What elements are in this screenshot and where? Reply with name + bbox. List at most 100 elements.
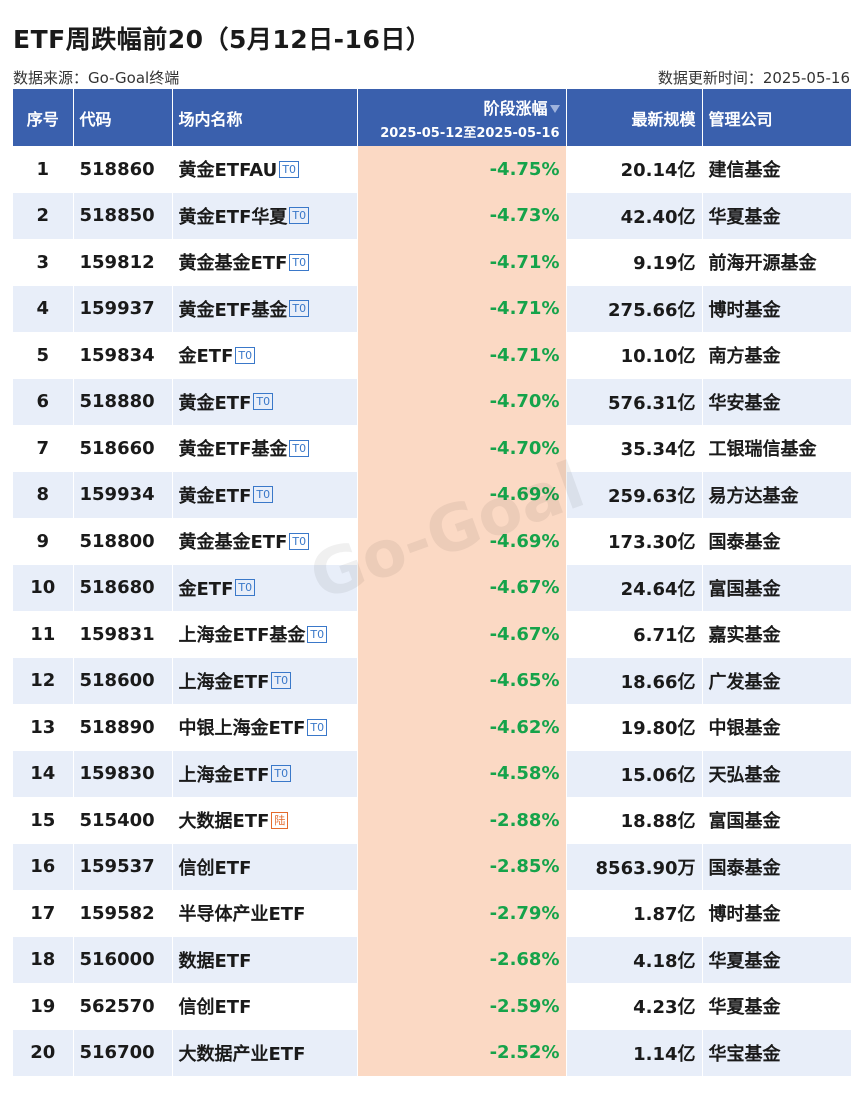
t0-badge: T0 xyxy=(235,579,256,597)
code-cell: 518890 xyxy=(73,704,173,751)
scale-cell: 8563.90万 xyxy=(566,843,703,890)
rank-cell: 6 xyxy=(13,378,74,425)
rank-cell: 10 xyxy=(13,564,74,611)
change-cell: -4.58% xyxy=(357,750,567,797)
code-cell: 562570 xyxy=(73,983,173,1030)
table-row[interactable]: 14 159830 上海金ETF T0 -4.58% 15.06亿 天弘基金 xyxy=(13,750,852,797)
code-cell: 159812 xyxy=(73,239,173,286)
etf-name: 黄金ETF基金 xyxy=(178,299,288,321)
company-cell: 华安基金 xyxy=(702,378,852,425)
scale-cell: 9.19亿 xyxy=(566,239,703,286)
company-cell: 华夏基金 xyxy=(702,936,852,983)
table-row[interactable]: 13 518890 中银上海金ETF T0 -4.62% 19.80亿 中银基金 xyxy=(13,704,852,751)
table-header-row: 序号 代码 场内名称 阶段涨幅 2025-05-12至2025-05-16 最新… xyxy=(13,89,852,146)
column-header-name[interactable]: 场内名称 xyxy=(172,89,358,146)
etf-name-cell: 金ETF T0 xyxy=(172,332,358,379)
scale-cell: 6.71亿 xyxy=(566,611,703,658)
t0-badge: T0 xyxy=(289,300,310,318)
column-header-scale[interactable]: 最新规模 xyxy=(566,89,703,146)
table-row[interactable]: 20 516700 大数据产业ETF -2.52% 1.14亿 华宝基金 xyxy=(13,1029,852,1076)
rank-cell: 11 xyxy=(13,611,74,658)
table-row[interactable]: 7 518660 黄金ETF基金 T0 -4.70% 35.34亿 工银瑞信基金 xyxy=(13,425,852,472)
company-cell: 中银基金 xyxy=(702,704,852,751)
t0-badge: T0 xyxy=(289,532,310,550)
etf-name: 上海金ETF基金 xyxy=(178,625,306,647)
column-header-change-label: 阶段涨幅 xyxy=(483,98,548,118)
table-row[interactable]: 15 515400 大数据ETF 陆 -2.88% 18.88亿 富国基金 xyxy=(13,797,852,844)
etf-name: 大数据产业ETF xyxy=(178,1043,306,1065)
etf-name-cell: 中银上海金ETF T0 xyxy=(172,704,358,751)
etf-name-cell: 黄金ETF T0 xyxy=(172,471,358,518)
company-cell: 国泰基金 xyxy=(702,843,852,890)
rank-cell: 4 xyxy=(13,285,74,332)
t0-badge: T0 xyxy=(271,672,292,690)
table-row[interactable]: 10 518680 金ETF T0 -4.67% 24.64亿 富国基金 xyxy=(13,564,852,611)
table-row[interactable]: 6 518880 黄金ETF T0 -4.70% 576.31亿 华安基金 xyxy=(13,378,852,425)
change-cell: -2.85% xyxy=(357,843,567,890)
t0-badge: T0 xyxy=(307,625,328,643)
etf-name: 黄金ETF华夏 xyxy=(178,206,288,228)
table-row[interactable]: 3 159812 黄金基金ETF T0 -4.71% 9.19亿 前海开源基金 xyxy=(13,239,852,286)
rank-cell: 8 xyxy=(13,471,74,518)
scale-cell: 1.14亿 xyxy=(566,1029,703,1076)
lu-badge: 陆 xyxy=(271,811,289,829)
etf-name-cell: 信创ETF xyxy=(172,843,358,890)
change-cell: -2.79% xyxy=(357,890,567,937)
table-row[interactable]: 12 518600 上海金ETF T0 -4.65% 18.66亿 广发基金 xyxy=(13,657,852,704)
scale-cell: 42.40亿 xyxy=(566,192,703,239)
column-header-change[interactable]: 阶段涨幅 2025-05-12至2025-05-16 xyxy=(357,89,567,146)
etf-name: 数据ETF xyxy=(178,950,252,972)
column-header-company[interactable]: 管理公司 xyxy=(702,89,852,146)
scale-cell: 1.87亿 xyxy=(566,890,703,937)
table-row[interactable]: 16 159537 信创ETF -2.85% 8563.90万 国泰基金 xyxy=(13,843,852,890)
t0-badge: T0 xyxy=(279,160,300,178)
etf-name: 半导体产业ETF xyxy=(178,904,306,926)
code-cell: 518660 xyxy=(73,425,173,472)
t0-badge: T0 xyxy=(271,765,292,783)
change-cell: -4.70% xyxy=(357,425,567,472)
code-cell: 516000 xyxy=(73,936,173,983)
scale-cell: 35.34亿 xyxy=(566,425,703,472)
table-row[interactable]: 1 518860 黄金ETFAU T0 -4.75% 20.14亿 建信基金 xyxy=(13,146,852,193)
etf-name: 黄金基金ETF xyxy=(178,253,288,275)
table-row[interactable]: 9 518800 黄金基金ETF T0 -4.69% 173.30亿 国泰基金 xyxy=(13,518,852,565)
table-row[interactable]: 4 159937 黄金ETF基金 T0 -4.71% 275.66亿 博时基金 xyxy=(13,285,852,332)
rank-cell: 20 xyxy=(13,1029,74,1076)
rank-cell: 17 xyxy=(13,890,74,937)
company-cell: 嘉实基金 xyxy=(702,611,852,658)
t0-badge: T0 xyxy=(307,718,328,736)
code-cell: 159834 xyxy=(73,332,173,379)
code-cell: 159830 xyxy=(73,750,173,797)
table-row[interactable]: 2 518850 黄金ETF华夏 T0 -4.73% 42.40亿 华夏基金 xyxy=(13,192,852,239)
etf-name-cell: 大数据产业ETF xyxy=(172,1029,358,1076)
etf-name: 中银上海金ETF xyxy=(178,718,306,740)
company-cell: 广发基金 xyxy=(702,657,852,704)
sort-desc-icon[interactable] xyxy=(549,105,560,113)
column-header-rank[interactable]: 序号 xyxy=(13,89,74,146)
scale-cell: 4.18亿 xyxy=(566,936,703,983)
scale-cell: 18.88亿 xyxy=(566,797,703,844)
scale-cell: 24.64亿 xyxy=(566,564,703,611)
change-cell: -4.69% xyxy=(357,518,567,565)
table-row[interactable]: 19 562570 信创ETF -2.59% 4.23亿 华夏基金 xyxy=(13,983,852,1030)
table-row[interactable]: 17 159582 半导体产业ETF -2.79% 1.87亿 博时基金 xyxy=(13,890,852,937)
etf-name-cell: 金ETF T0 xyxy=(172,564,358,611)
scale-cell: 15.06亿 xyxy=(566,750,703,797)
column-header-code[interactable]: 代码 xyxy=(73,89,173,146)
scale-cell: 4.23亿 xyxy=(566,983,703,1030)
table-row[interactable]: 11 159831 上海金ETF基金 T0 -4.67% 6.71亿 嘉实基金 xyxy=(13,611,852,658)
etf-table: 序号 代码 场内名称 阶段涨幅 2025-05-12至2025-05-16 最新… xyxy=(13,89,852,1076)
change-cell: -4.69% xyxy=(357,471,567,518)
change-cell: -4.73% xyxy=(357,192,567,239)
table-row[interactable]: 8 159934 黄金ETF T0 -4.69% 259.63亿 易方达基金 xyxy=(13,471,852,518)
company-cell: 博时基金 xyxy=(702,890,852,937)
table-row[interactable]: 5 159834 金ETF T0 -4.71% 10.10亿 南方基金 xyxy=(13,332,852,379)
etf-name: 大数据ETF xyxy=(178,811,270,833)
etf-name: 信创ETF xyxy=(178,997,252,1019)
etf-name: 黄金ETF基金 xyxy=(178,439,288,461)
etf-name: 黄金ETF xyxy=(178,485,252,507)
change-cell: -4.71% xyxy=(357,239,567,286)
company-cell: 国泰基金 xyxy=(702,518,852,565)
table-row[interactable]: 18 516000 数据ETF -2.68% 4.18亿 华夏基金 xyxy=(13,936,852,983)
rank-cell: 12 xyxy=(13,657,74,704)
